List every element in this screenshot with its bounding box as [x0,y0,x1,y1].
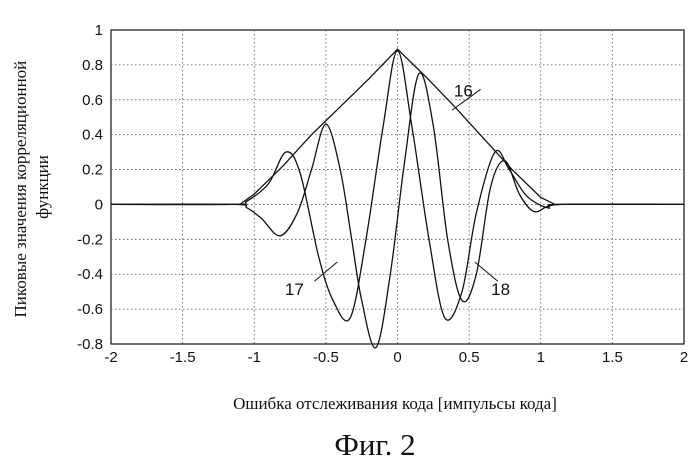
y-tick-label: -0.8 [77,336,103,353]
x-axis-label: Ошибка отслеживания кода [импульсы кода] [233,394,557,413]
x-tick-label: 0.5 [459,349,480,366]
y-tick-label: 0.4 [82,127,103,144]
x-tick-label: -0.5 [313,349,339,366]
grid [111,30,684,344]
x-tick-labels: -2 -1.5 -1 -0.5 0 0.5 1 1.5 2 [104,349,688,366]
x-tick-label: 1 [537,349,545,366]
y-tick-label: 0.8 [82,57,103,74]
x-tick-label: -2 [104,349,117,366]
label-leader-18 [475,262,498,281]
y-tick-label: -0.2 [77,231,103,248]
figure-caption: Фиг. 2 [334,427,415,462]
x-tick-label: 1.5 [602,349,623,366]
y-tick-label: 0 [95,196,103,213]
series-label-18: 18 [491,280,510,299]
x-tick-label: 0 [393,349,401,366]
y-tick-label: -0.6 [77,301,103,318]
y-tick-label: -0.4 [77,266,103,283]
x-tick-label: 2 [680,349,688,366]
y-tick-labels: 1 0.8 0.6 0.4 0.2 0 -0.2 -0.4 -0.6 -0.8 [77,22,103,353]
series-label-16: 16 [454,81,473,100]
y-tick-label: 0.6 [82,92,103,109]
x-tick-label: -1.5 [170,349,196,366]
y-axis-label: Пиковые значения корреляционной функции [11,56,52,317]
series-label-17: 17 [285,280,304,299]
x-tick-label: -1 [248,349,261,366]
y-tick-label: 1 [95,22,103,39]
y-tick-label: 0.2 [82,162,103,179]
